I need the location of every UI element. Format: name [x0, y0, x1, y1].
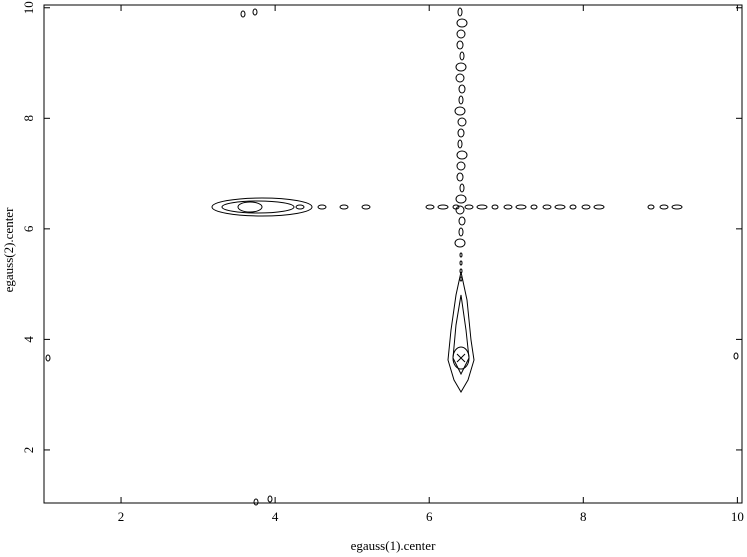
contour — [237, 201, 263, 213]
contour — [425, 204, 435, 210]
contour — [458, 227, 464, 237]
contour — [339, 204, 349, 210]
contour — [361, 204, 371, 210]
contour — [456, 18, 468, 28]
contour — [458, 95, 464, 105]
contour — [317, 204, 327, 210]
best-fit-marker — [456, 353, 466, 363]
contour — [593, 204, 605, 210]
contour — [437, 204, 449, 210]
contour — [457, 7, 463, 17]
contour — [456, 172, 464, 182]
x-tick-label: 8 — [580, 509, 587, 524]
contour — [733, 352, 739, 360]
contour — [45, 354, 51, 362]
contour — [267, 495, 273, 503]
contour — [253, 498, 259, 506]
contour — [454, 238, 466, 248]
x-tick-label: 2 — [118, 509, 125, 524]
contour — [659, 204, 669, 210]
y-tick-label: 6 — [21, 225, 36, 232]
contour — [459, 260, 463, 266]
contour — [456, 29, 466, 39]
contour — [447, 271, 475, 393]
y-tick-label: 2 — [21, 447, 36, 454]
y-tick-label: 8 — [21, 115, 36, 122]
contour — [503, 204, 513, 210]
contour — [452, 294, 470, 376]
contour — [457, 128, 465, 138]
contour — [457, 139, 463, 149]
contour — [455, 194, 467, 204]
x-tick-label: 10 — [731, 509, 744, 524]
contour — [211, 197, 313, 217]
contour — [458, 216, 466, 226]
contour — [671, 204, 683, 210]
contour — [452, 346, 470, 370]
x-tick-label: 6 — [426, 509, 433, 524]
contour — [221, 200, 295, 214]
contour — [452, 204, 460, 210]
y-tick-label: 4 — [21, 336, 36, 343]
contour — [455, 73, 465, 83]
contour — [455, 62, 467, 72]
contour — [459, 276, 463, 282]
plot-frame — [43, 4, 743, 504]
contour — [459, 183, 465, 193]
contour — [456, 40, 464, 50]
contour — [569, 204, 577, 210]
contour — [542, 204, 552, 210]
y-tick-label: 10 — [21, 1, 36, 14]
contour — [554, 204, 566, 210]
contour — [457, 117, 467, 127]
contour — [240, 10, 246, 18]
contour — [581, 204, 591, 210]
contour — [515, 204, 527, 210]
x-tick-label: 4 — [272, 509, 279, 524]
contour — [458, 84, 466, 94]
contour — [252, 8, 258, 16]
contour — [459, 252, 463, 258]
contour — [454, 106, 466, 116]
contour — [456, 150, 468, 160]
contour — [456, 161, 466, 171]
contour — [459, 268, 463, 274]
y-axis-label: egauss(2).center — [1, 207, 16, 292]
contour — [647, 204, 655, 210]
contour — [530, 204, 538, 210]
contour — [459, 51, 465, 61]
contour — [476, 204, 488, 210]
contour — [295, 204, 305, 210]
contours — [45, 7, 739, 506]
contour — [491, 204, 499, 210]
x-axis-label: egauss(1).center — [351, 538, 436, 553]
contour — [464, 204, 474, 210]
contour — [455, 205, 465, 215]
